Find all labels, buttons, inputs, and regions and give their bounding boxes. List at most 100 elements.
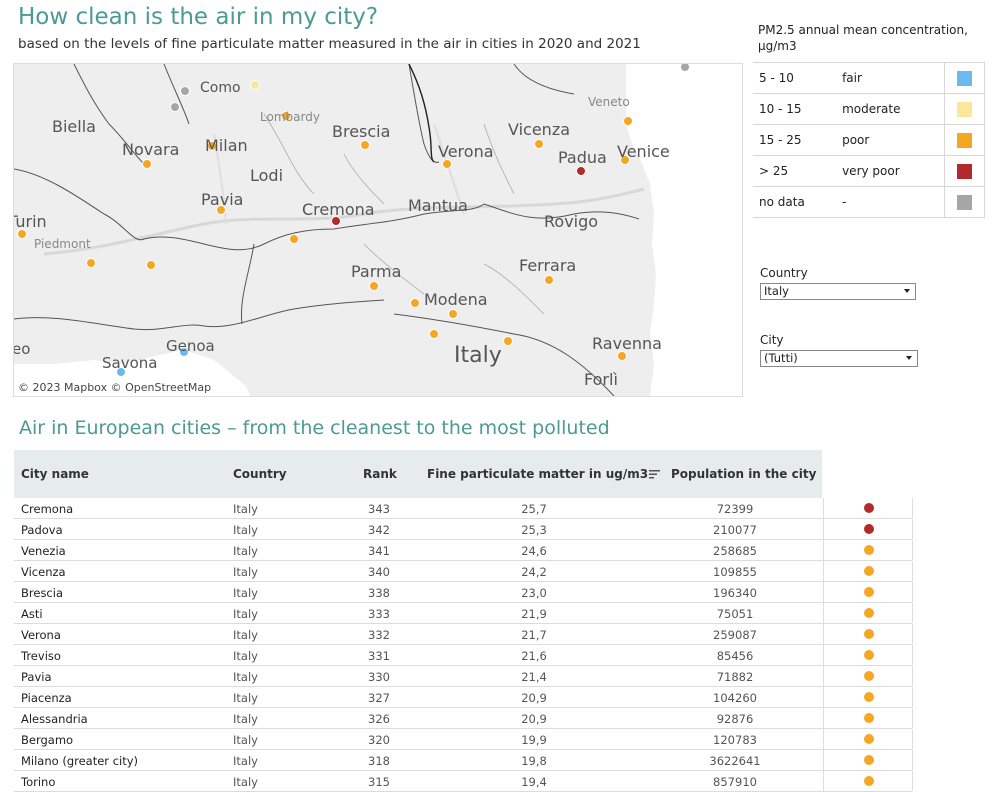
legend: 5 - 10 fair 10 - 15 moderate 15 - 25 poor > 25… (753, 62, 985, 218)
city-marker[interactable] (86, 258, 96, 268)
cell-pop: 92876 (716, 712, 754, 726)
city-marker[interactable] (17, 229, 27, 239)
legend-row[interactable]: > 25 very poor (753, 155, 985, 187)
table-row[interactable]: Cremona Italy 343 25,7 72399 (14, 498, 913, 519)
cell-pm: 23,0 (521, 586, 547, 600)
city-marker[interactable] (281, 111, 291, 121)
cell-level (823, 687, 913, 707)
cell-rank: 342 (368, 523, 390, 537)
table-row[interactable]: Bergamo Italy 320 19,9 120783 (14, 729, 913, 750)
header-pm-label: Fine particulate matter in ug/m3 (427, 467, 649, 481)
map-place-label: Pavia (201, 190, 244, 209)
header-pm[interactable]: Fine particulate matter in ug/m3 (427, 467, 661, 481)
city-map[interactable]: Como Lombardy Veneto Biella Brescia Vicenza No… (13, 63, 743, 397)
table-row[interactable]: Vicenza Italy 340 24,2 109855 (14, 561, 913, 582)
cell-level (823, 540, 913, 560)
level-dot (864, 671, 874, 681)
city-marker[interactable] (289, 234, 299, 244)
legend-label: fair (842, 62, 945, 94)
legend-row[interactable]: 15 - 25 poor (753, 124, 985, 156)
level-dot (864, 587, 874, 597)
cell-city: Pavia (21, 670, 52, 684)
legend-range: > 25 (753, 155, 843, 187)
city-marker[interactable] (216, 205, 226, 215)
sort-descending-icon[interactable] (649, 470, 661, 479)
city-marker[interactable] (116, 367, 126, 377)
table-row[interactable]: Piacenza Italy 327 20,9 104260 (14, 687, 913, 708)
city-marker[interactable] (360, 140, 370, 150)
city-marker[interactable] (207, 141, 217, 151)
city-marker[interactable] (250, 80, 260, 90)
map-place-label: Savona (102, 354, 158, 372)
cell-city: Venezia (21, 544, 66, 558)
map-place-label: Verona (438, 142, 494, 161)
legend-row[interactable]: 5 - 10 fair (753, 62, 985, 94)
table-row[interactable]: Treviso Italy 331 21,6 85456 (14, 645, 913, 666)
city-marker[interactable] (620, 155, 630, 165)
cell-city: Vicenza (21, 565, 66, 579)
city-marker[interactable] (534, 139, 544, 149)
city-dropdown-value: (Tutti) (764, 351, 798, 365)
city-marker[interactable] (680, 64, 690, 72)
city-marker[interactable] (142, 159, 152, 169)
table-row[interactable]: Alessandria Italy 326 20,9 92876 (14, 708, 913, 729)
table-row[interactable]: Verona Italy 332 21,7 259087 (14, 624, 913, 645)
cell-level (823, 519, 913, 539)
cell-pop: 210077 (713, 523, 757, 537)
city-marker[interactable] (369, 281, 379, 291)
header-population[interactable]: Population in the city (671, 467, 817, 481)
city-marker[interactable] (170, 102, 180, 112)
header-city[interactable]: City name (21, 467, 89, 481)
city-marker[interactable] (410, 298, 420, 308)
table-row[interactable]: Pavia Italy 330 21,4 71882 (14, 666, 913, 687)
map-place-label: Veneto (588, 95, 630, 109)
cell-level (823, 624, 913, 644)
table-row[interactable]: Torino Italy 315 19,4 857910 (14, 771, 913, 792)
legend-color-swatch (957, 163, 973, 179)
table-row[interactable]: Asti Italy 333 21,9 75051 (14, 603, 913, 624)
city-marker[interactable] (617, 351, 627, 361)
cell-rank: 331 (368, 649, 390, 663)
city-marker[interactable] (331, 216, 341, 226)
legend-row[interactable]: no data - (753, 186, 985, 218)
map-attribution[interactable]: © 2023 Mapbox © OpenStreetMap (16, 381, 214, 394)
page-subtitle: based on the levels of fine particulate … (18, 36, 641, 52)
country-dropdown[interactable]: Italy (760, 283, 916, 300)
cell-level (823, 645, 913, 665)
chevron-down-icon (906, 356, 912, 360)
cell-country: Italy (233, 754, 258, 768)
legend-range: 5 - 10 (753, 62, 843, 94)
cell-country: Italy (233, 649, 258, 663)
city-marker[interactable] (180, 86, 190, 96)
map-place-label: Vicenza (508, 120, 571, 139)
cell-pm: 21,7 (521, 628, 547, 642)
city-marker[interactable] (448, 309, 458, 319)
table-row[interactable]: Milano (greater city) Italy 318 19,8 3622641 (14, 750, 913, 771)
cell-rank: 315 (368, 775, 390, 789)
legend-row[interactable]: 10 - 15 moderate (753, 93, 985, 125)
table-row[interactable]: Brescia Italy 338 23,0 196340 (14, 582, 913, 603)
city-marker[interactable] (429, 329, 439, 339)
city-marker[interactable] (146, 260, 156, 270)
cell-pm: 21,4 (521, 670, 547, 684)
cell-rank: 330 (368, 670, 390, 684)
city-marker[interactable] (442, 159, 452, 169)
table-row[interactable]: Venezia Italy 341 24,6 258685 (14, 540, 913, 561)
header-country[interactable]: Country (233, 467, 287, 481)
city-marker[interactable] (179, 347, 189, 357)
cell-level (823, 582, 913, 602)
city-dropdown[interactable]: (Tutti) (760, 350, 918, 367)
cell-country: Italy (233, 544, 258, 558)
map-place-label: Padua (558, 148, 607, 167)
city-marker[interactable] (576, 166, 586, 176)
level-dot (864, 776, 874, 786)
city-marker[interactable] (623, 116, 633, 126)
cell-pop: 196340 (713, 586, 757, 600)
cell-city: Padova (21, 523, 63, 537)
legend-label: poor (842, 124, 945, 156)
table-row[interactable]: Padova Italy 342 25,3 210077 (14, 519, 913, 540)
cell-rank: 343 (368, 502, 390, 516)
city-marker[interactable] (503, 336, 513, 346)
city-marker[interactable] (544, 275, 554, 285)
header-rank[interactable]: Rank (363, 467, 397, 481)
